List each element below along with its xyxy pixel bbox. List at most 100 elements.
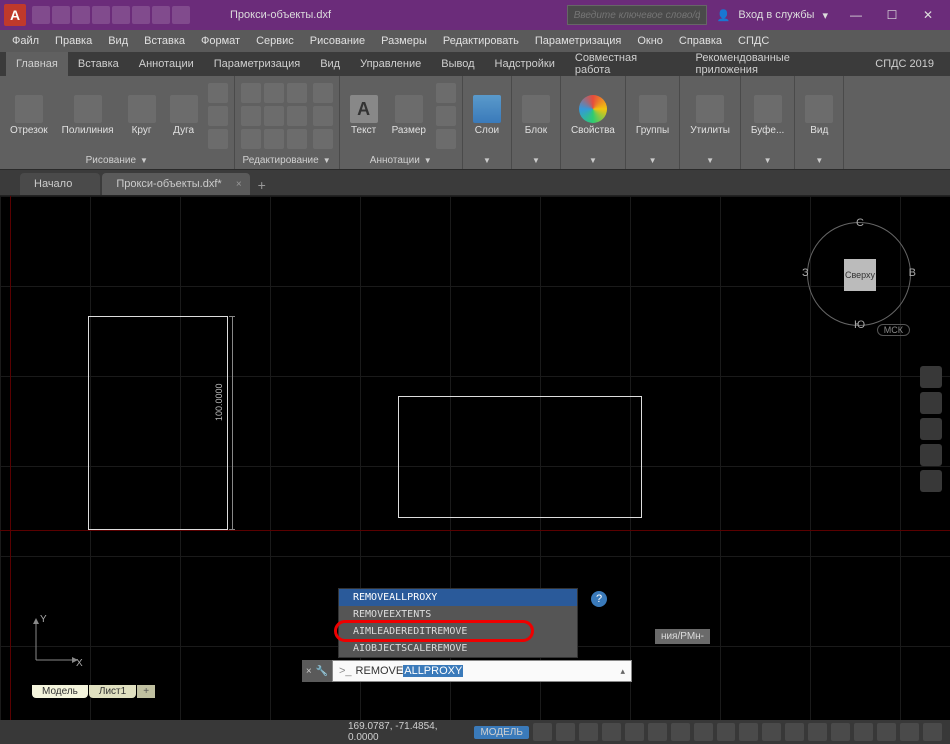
menu-file[interactable]: Файл: [4, 35, 47, 47]
viewcube-face-top[interactable]: Сверху: [844, 259, 876, 291]
modelspace-badge[interactable]: МОДЕЛЬ: [474, 726, 528, 739]
annotation-monitor-icon[interactable]: [785, 723, 804, 741]
customize-icon[interactable]: [923, 723, 942, 741]
help-icon[interactable]: ?: [591, 591, 607, 607]
transparency-toggle-icon[interactable]: [694, 723, 713, 741]
chevron-down-icon[interactable]: ▼: [706, 156, 714, 165]
ucs-icon[interactable]: YX: [26, 610, 86, 670]
dimension-button[interactable]: Размер: [388, 93, 430, 138]
dimension-line[interactable]: [232, 316, 233, 530]
ribbon-tab-addins[interactable]: Надстройки: [485, 52, 565, 76]
ribbon-tab-parametric[interactable]: Параметризация: [204, 52, 310, 76]
block-button[interactable]: Блок: [518, 93, 554, 138]
viewcube-west[interactable]: З: [802, 267, 809, 279]
orbit-icon[interactable]: [920, 444, 942, 466]
menu-window[interactable]: Окно: [629, 35, 671, 47]
properties-button[interactable]: Свойства: [567, 93, 619, 138]
cart-icon[interactable]: ▾: [822, 9, 828, 22]
add-layout-button[interactable]: +: [137, 685, 155, 698]
tab-layout1[interactable]: Лист1: [89, 685, 136, 698]
suggestion-item[interactable]: REMOVEALLPROXY: [339, 589, 577, 606]
line-button[interactable]: Отрезок: [6, 93, 52, 138]
menu-edit[interactable]: Правка: [47, 35, 100, 47]
suggestion-item[interactable]: AIOBJECTSCALEREMOVE: [339, 640, 577, 657]
hardware-accel-icon[interactable]: [877, 723, 896, 741]
maximize-button[interactable]: ☐: [874, 1, 910, 29]
polyline-button[interactable]: Полилиния: [58, 93, 118, 138]
add-tab-button[interactable]: +: [252, 175, 272, 195]
scale-icon[interactable]: [264, 129, 284, 149]
explode-icon[interactable]: [313, 106, 333, 126]
erase-icon[interactable]: [313, 83, 333, 103]
ribbon-tab-output[interactable]: Вывод: [431, 52, 484, 76]
qat-undo-icon[interactable]: [132, 6, 150, 24]
viewcube-south[interactable]: Ю: [854, 319, 865, 331]
close-button[interactable]: ✕: [910, 1, 946, 29]
units-icon[interactable]: [808, 723, 827, 741]
move-icon[interactable]: [241, 83, 261, 103]
chevron-down-icon[interactable]: ▼: [424, 156, 432, 165]
ribbon-tab-manage[interactable]: Управление: [350, 52, 431, 76]
close-icon[interactable]: ×: [236, 179, 242, 190]
command-handle[interactable]: ×🔧: [302, 660, 332, 682]
view-button[interactable]: Вид: [801, 93, 837, 138]
clean-screen-icon[interactable]: [900, 723, 919, 741]
ribbon-tab-annotate[interactable]: Аннотации: [129, 52, 204, 76]
isolate-icon[interactable]: [854, 723, 873, 741]
layers-button[interactable]: Слои: [469, 93, 505, 138]
fillet-icon[interactable]: [287, 106, 307, 126]
menu-service[interactable]: Сервис: [248, 35, 302, 47]
array-icon[interactable]: [287, 129, 307, 149]
mtext-icon[interactable]: [436, 129, 456, 149]
chevron-down-icon[interactable]: ▼: [323, 156, 331, 165]
user-area[interactable]: 👤 Вход в службы ▾: [717, 9, 828, 22]
tab-start[interactable]: Начало: [20, 173, 100, 195]
close-icon[interactable]: ×: [306, 666, 312, 677]
chevron-down-icon[interactable]: ▼: [532, 156, 540, 165]
mirror-icon[interactable]: [264, 106, 284, 126]
nav-wheel-icon[interactable]: [920, 366, 942, 388]
chevron-down-icon[interactable]: ▼: [483, 156, 491, 165]
chevron-down-icon[interactable]: ▼: [589, 156, 597, 165]
rectangle-entity[interactable]: [398, 396, 642, 518]
menu-spds[interactable]: СПДС: [730, 35, 777, 47]
qat-redo-icon[interactable]: [152, 6, 170, 24]
ribbon-tab-spds[interactable]: СПДС 2019: [865, 52, 944, 76]
search-input[interactable]: [567, 5, 707, 25]
qat-open-icon[interactable]: [52, 6, 70, 24]
trim-icon[interactable]: [287, 83, 307, 103]
zoom-icon[interactable]: [920, 418, 942, 440]
viewcube-north[interactable]: С: [856, 217, 864, 229]
snap-toggle-icon[interactable]: [556, 723, 575, 741]
tab-model[interactable]: Модель: [32, 685, 88, 698]
menu-parametric[interactable]: Параметризация: [527, 35, 629, 47]
tab-document[interactable]: Прокси-объекты.dxf*×: [102, 173, 249, 195]
ribbon-tab-collab[interactable]: Совместная работа: [565, 52, 686, 76]
suggestion-item[interactable]: REMOVEEXTENTS: [339, 606, 577, 623]
chevron-down-icon[interactable]: ▼: [649, 156, 657, 165]
hatch-icon[interactable]: [208, 129, 228, 149]
coordinates[interactable]: 169.0787, -71.4854, 0.0000: [348, 721, 464, 743]
drawing-area[interactable]: 100.0000 YX Сверху С Ю В З МСК REMOVE: [0, 196, 950, 720]
annotation-scale-icon[interactable]: [739, 723, 758, 741]
qat-saveas-icon[interactable]: [92, 6, 110, 24]
osnap-toggle-icon[interactable]: [625, 723, 644, 741]
ellipse-icon[interactable]: [208, 106, 228, 126]
viewcube-east[interactable]: В: [909, 267, 916, 279]
menu-format[interactable]: Формат: [193, 35, 248, 47]
menu-draw[interactable]: Рисование: [302, 35, 373, 47]
clipboard-button[interactable]: Буфе...: [747, 93, 788, 138]
rotate-icon[interactable]: [264, 83, 284, 103]
chevron-down-icon[interactable]: ▼: [764, 156, 772, 165]
ribbon-tab-featured[interactable]: Рекомендованные приложения: [686, 52, 866, 76]
wrench-icon[interactable]: 🔧: [316, 666, 328, 677]
rectangle-entity[interactable]: [88, 316, 228, 530]
arc-button[interactable]: Дуга: [166, 93, 202, 138]
lineweight-toggle-icon[interactable]: [671, 723, 690, 741]
dimension-text[interactable]: 100.0000: [214, 383, 224, 421]
circle-button[interactable]: Круг: [124, 93, 160, 138]
menu-dimension[interactable]: Размеры: [373, 35, 435, 47]
wcs-badge[interactable]: МСК: [877, 324, 910, 336]
app-logo[interactable]: A: [4, 4, 26, 26]
qat-plot-icon[interactable]: [112, 6, 130, 24]
